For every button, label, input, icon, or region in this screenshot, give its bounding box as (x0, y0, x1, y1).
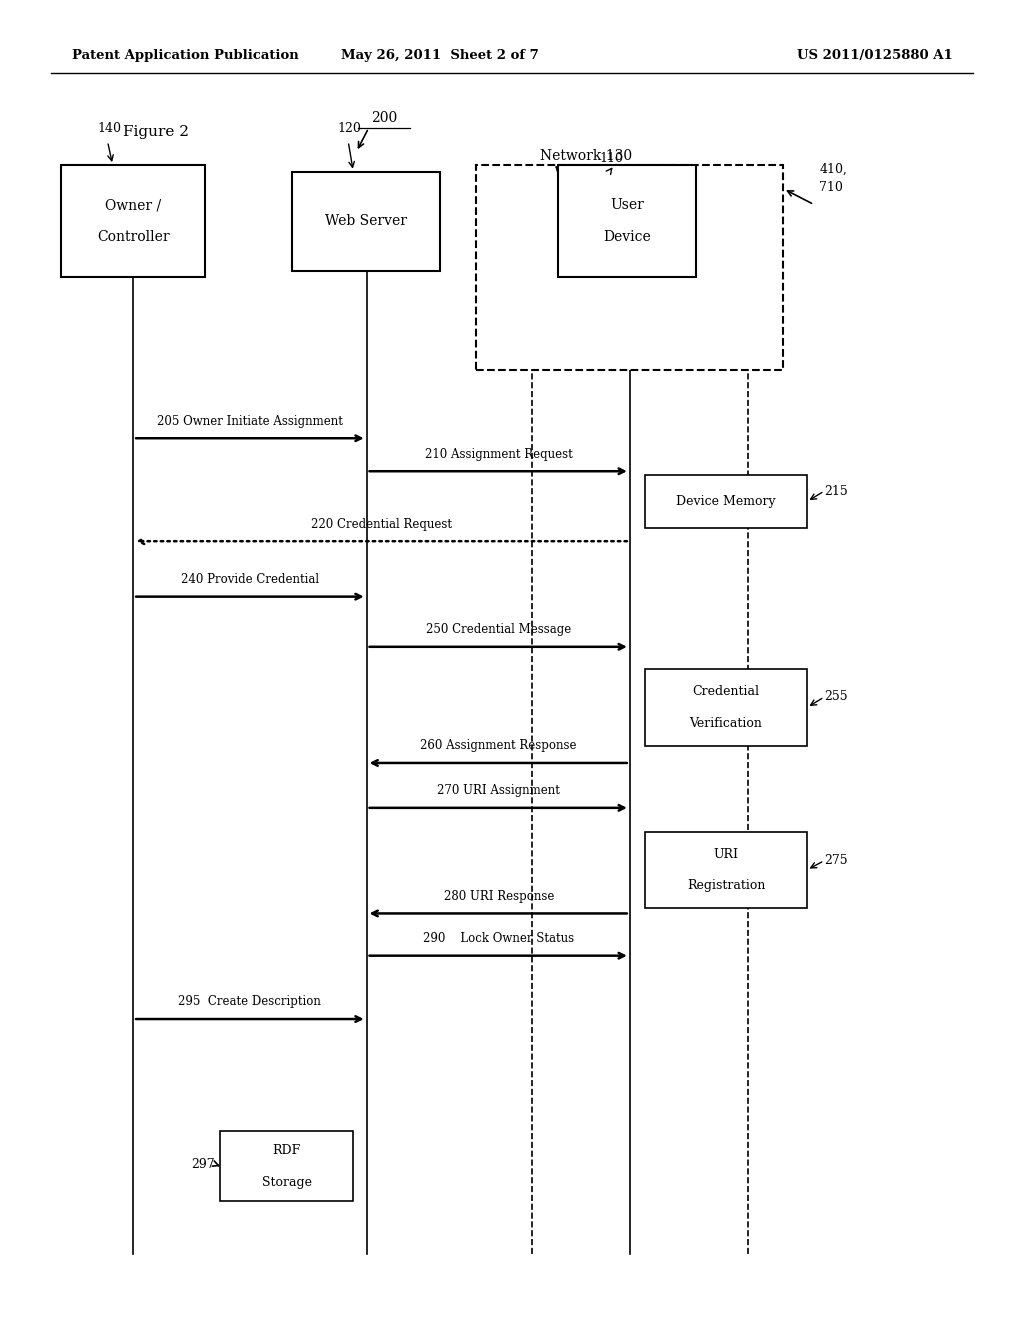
Text: 140: 140 (97, 121, 121, 135)
FancyBboxPatch shape (476, 165, 783, 370)
Text: 290    Lock Owner Status: 290 Lock Owner Status (423, 932, 574, 945)
FancyBboxPatch shape (292, 172, 440, 271)
Text: Registration: Registration (687, 879, 765, 892)
Text: 410,: 410, (819, 162, 847, 176)
Text: May 26, 2011  Sheet 2 of 7: May 26, 2011 Sheet 2 of 7 (341, 49, 540, 62)
FancyBboxPatch shape (61, 165, 205, 277)
Text: 200: 200 (371, 111, 397, 125)
Text: 205 Owner Initiate Assignment: 205 Owner Initiate Assignment (157, 414, 343, 428)
Text: 250 Credential Message: 250 Credential Message (426, 623, 571, 636)
FancyBboxPatch shape (558, 165, 696, 277)
Text: RDF: RDF (272, 1144, 301, 1156)
Text: 110: 110 (599, 152, 623, 165)
Text: User: User (610, 198, 644, 213)
Text: Web Server: Web Server (325, 214, 408, 228)
Text: Verification: Verification (689, 717, 763, 730)
Text: Figure 2: Figure 2 (123, 125, 188, 139)
Text: URI: URI (714, 847, 738, 861)
FancyBboxPatch shape (645, 669, 807, 746)
Text: Storage: Storage (262, 1176, 311, 1188)
Text: Controller: Controller (97, 230, 169, 244)
Text: 215: 215 (824, 484, 848, 498)
Text: 255: 255 (824, 690, 848, 704)
FancyBboxPatch shape (645, 832, 807, 908)
Text: 260 Assignment Response: 260 Assignment Response (421, 739, 577, 752)
Text: 240 Provide Credential: 240 Provide Credential (181, 573, 318, 586)
Text: 120: 120 (338, 121, 361, 135)
FancyBboxPatch shape (645, 475, 807, 528)
Text: 295  Create Description: 295 Create Description (178, 995, 322, 1008)
FancyBboxPatch shape (220, 1131, 353, 1201)
Text: Patent Application Publication: Patent Application Publication (72, 49, 298, 62)
Text: 270 URI Assignment: 270 URI Assignment (437, 784, 560, 797)
Text: Owner /: Owner / (105, 198, 161, 213)
Text: 220 Credential Request: 220 Credential Request (311, 517, 453, 531)
Text: Device Memory: Device Memory (676, 495, 776, 508)
Text: 710: 710 (819, 181, 843, 194)
Text: 275: 275 (824, 854, 848, 867)
Text: 210 Assignment Request: 210 Assignment Request (425, 447, 572, 461)
Text: Credential: Credential (692, 685, 760, 698)
Text: Device: Device (603, 230, 651, 244)
Text: 297: 297 (191, 1158, 215, 1171)
Text: 280 URI Response: 280 URI Response (443, 890, 554, 903)
Text: Network 130: Network 130 (540, 149, 632, 162)
Text: US 2011/0125880 A1: US 2011/0125880 A1 (797, 49, 952, 62)
